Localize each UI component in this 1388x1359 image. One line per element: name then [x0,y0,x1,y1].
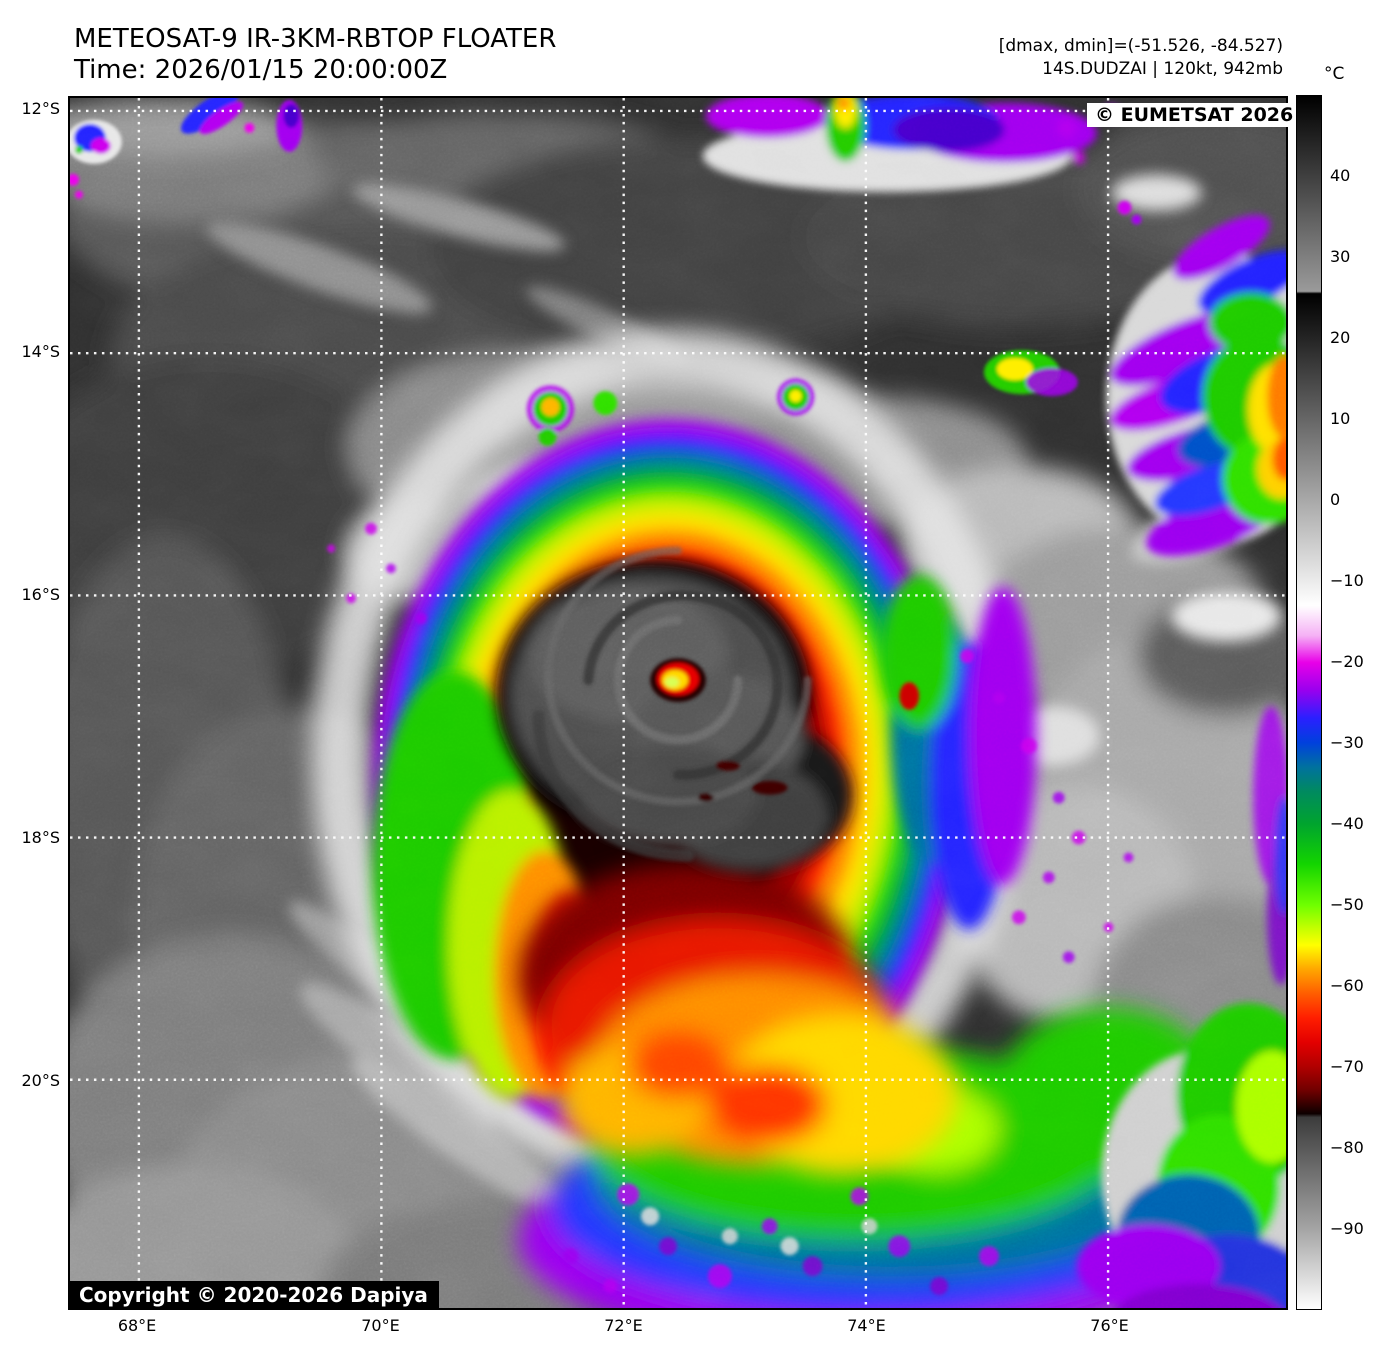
colorbar-tick-label: −50 [1330,895,1364,914]
longitude-tick-label: 76°E [1090,1316,1129,1335]
satellite-map-panel [68,96,1288,1310]
eumetsat-attribution-badge: © EUMETSAT 2026 [1087,103,1302,127]
colorbar-tick-label: −70 [1330,1057,1364,1076]
storm-info-readout: 14S.DUDZAI | 120kt, 942mb [1042,59,1283,79]
colorbar-unit-label: °C [1324,64,1345,84]
latitude-tick-label: 18°S [21,827,60,847]
copyright-badge: Copyright © 2020-2026 Dapiya [68,1281,439,1309]
timestamp: Time: 2026/01/15 20:00:00Z [74,55,448,85]
latitude-tick-label: 12°S [21,98,60,118]
colorbar-tick-label: −90 [1330,1219,1364,1238]
longitude-tick-label: 70°E [361,1316,400,1335]
satellite-image [70,98,1286,1308]
colorbar-tick-label: −10 [1330,571,1364,590]
colorbar-tick-label: 20 [1330,328,1351,347]
colorbar-tick-label: 0 [1330,490,1341,509]
colorbar-tick-label: 30 [1330,247,1351,266]
colorbar-tick-label: −40 [1330,814,1364,833]
graticule-gridlines [70,98,1286,1308]
longitude-tick-label: 74°E [847,1316,886,1335]
colorbar-tick-label: −80 [1330,1138,1364,1157]
colorbar-tick-label: −20 [1330,652,1364,671]
colorbar-gradient [1297,96,1321,1309]
colorbar-tick-label: 40 [1330,166,1351,185]
latitude-tick-label: 14°S [21,342,60,362]
longitude-tick-label: 68°E [117,1316,157,1335]
colorbar [1296,95,1322,1310]
latitude-tick-label: 16°S [21,585,60,605]
colorbar-tick-label: −60 [1330,976,1364,995]
sensor-grain-texture [70,98,1286,1308]
dmax-dmin-readout: [dmax, dmin]=(-51.526, -84.527) [998,36,1283,56]
page-title: METEOSAT-9 IR-3KM-RBTOP FLOATER [74,24,557,54]
colorbar-tick-label: −30 [1330,733,1364,752]
colorbar-tick-label: 10 [1330,409,1351,428]
latitude-tick-label: 20°S [21,1071,60,1091]
longitude-tick-label: 72°E [604,1316,643,1335]
